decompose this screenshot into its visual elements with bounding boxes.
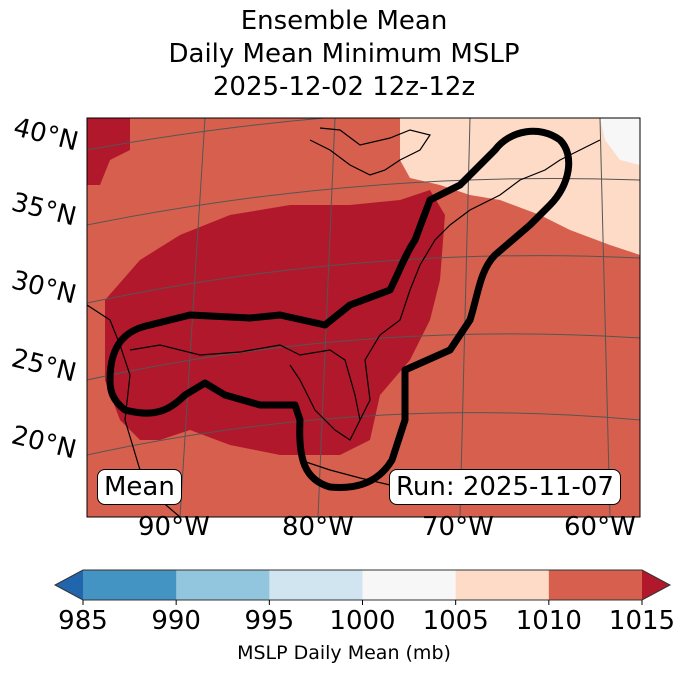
- colorbar-bin: [455, 570, 550, 600]
- colorbar-bin: [548, 570, 643, 600]
- colorbar-label: MSLP Daily Mean (mb): [237, 642, 451, 664]
- field-1005-1010: [400, 118, 640, 255]
- colorbar-bin: [269, 570, 363, 600]
- colorbar-tick-label: 1005: [422, 606, 489, 636]
- colorbar-tick-label: 995: [244, 606, 295, 636]
- colorbar-tick-label: 990: [151, 606, 201, 636]
- colorbar-tick-label: 1000: [329, 606, 396, 636]
- colorbar-bin: [176, 570, 270, 600]
- lon-label-60w: 60°W: [564, 512, 636, 542]
- colorbar-tick-label: 1015: [608, 606, 676, 636]
- colorbar-extend-low: [55, 570, 83, 600]
- colorbar-tick-label: 1010: [515, 606, 582, 636]
- colorbar-tick-label: 985: [58, 606, 108, 636]
- lon-label-70w: 70°W: [422, 512, 494, 542]
- contour-outline: [106, 127, 573, 492]
- colorbar: [53, 569, 672, 605]
- field-1000-1005: [600, 118, 640, 165]
- colorbar-bin: [83, 570, 177, 600]
- title-line-3: 2025-12-02 12z-12z: [212, 72, 476, 102]
- title-line-2: Daily Mean Minimum MSLP: [168, 39, 520, 69]
- lon-label-90w: 90°W: [138, 512, 210, 542]
- colorbar-bin: [362, 570, 457, 600]
- colorbar-extend-high: [642, 570, 670, 600]
- map-frame: [86, 117, 641, 518]
- lon-label-80w: 80°W: [282, 512, 354, 542]
- map-title: Ensemble Mean Daily Mean Minimum MSLP 20…: [0, 5, 688, 104]
- mean-label-box: Mean: [97, 469, 182, 505]
- field-above-1015: [87, 118, 130, 185]
- run-date-box: Run: 2025-11-07: [389, 469, 621, 505]
- title-line-1: Ensemble Mean: [240, 6, 448, 36]
